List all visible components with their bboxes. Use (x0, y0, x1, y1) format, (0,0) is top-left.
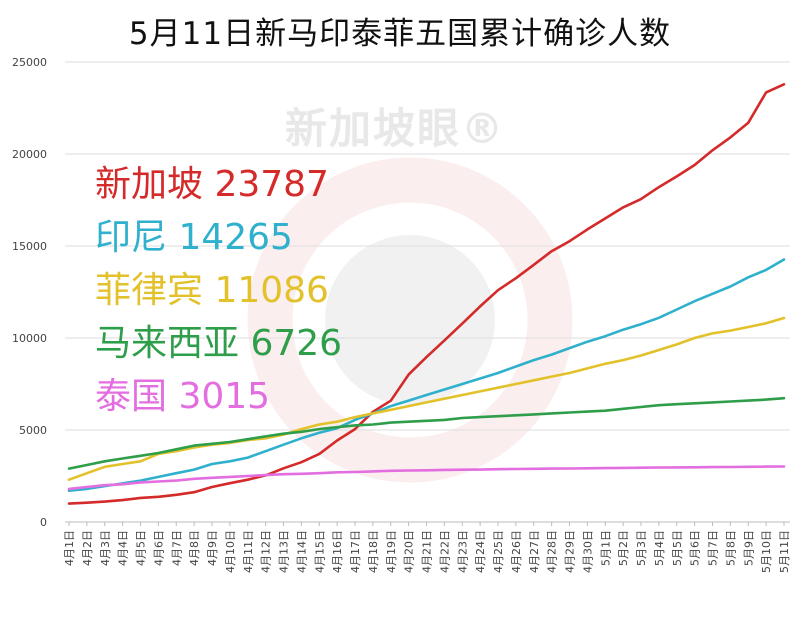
series-lines (67, 83, 786, 505)
x-tick-label: 4月26日 (510, 530, 523, 573)
x-tick-label: 5月10日 (760, 530, 773, 573)
legend-item-philippines: 菲律宾 11086 (95, 270, 329, 311)
x-tick-label: 4月4日 (117, 530, 130, 566)
x-tick-label: 5月6日 (689, 530, 702, 566)
legend-item-malaysia: 马来西亚 6726 (95, 323, 343, 364)
x-tick-label: 4月1日 (63, 530, 76, 566)
x-tick-label: 4月3日 (99, 530, 112, 566)
x-tick-label: 4月6日 (152, 530, 165, 566)
x-tick-label: 5月8日 (724, 530, 737, 566)
watermark-logo-icon (247, 157, 573, 483)
y-tick-label: 20000 (12, 148, 47, 161)
x-tick-label: 4月11日 (242, 530, 255, 573)
y-tick-label: 25000 (12, 56, 47, 69)
watermark-disc (325, 235, 495, 405)
x-tick-label: 5月7日 (707, 530, 720, 566)
x-tick-label: 4月19日 (385, 530, 398, 573)
x-tick-label: 4月13日 (278, 530, 291, 573)
chart-title: 5月11日新马印泰菲五国累计确诊人数 (128, 16, 672, 52)
x-tick-label: 5月3日 (635, 530, 648, 566)
x-tick-label: 4月27日 (528, 530, 541, 573)
x-tick-label: 5月5日 (671, 530, 684, 566)
series-line-2 (67, 258, 786, 492)
series-line-4 (67, 396, 786, 470)
x-tick-label: 4月30日 (581, 530, 594, 573)
legend-item-indonesia: 印尼 14265 (95, 217, 293, 258)
watermark-text: 新加坡眼® (285, 104, 506, 153)
y-tick-label: 15000 (12, 240, 47, 253)
x-tick-label: 5月4日 (653, 530, 666, 566)
x-tick-label: 4月7日 (170, 530, 183, 566)
y-tick-label: 0 (40, 516, 47, 529)
x-tick-label: 4月29日 (564, 530, 577, 573)
x-tick-label: 5月2日 (617, 530, 630, 566)
y-tick-label: 10000 (12, 332, 47, 345)
x-tick-label: 4月28日 (546, 530, 559, 573)
x-tick-label: 5月9日 (742, 530, 755, 566)
x-tick-label: 4月22日 (438, 530, 451, 573)
legend-item-singapore: 新加坡 23787 (95, 164, 329, 205)
legend-item-thailand: 泰国 3015 (95, 376, 271, 417)
series-line-1 (67, 83, 786, 505)
x-tick-label: 4月17日 (349, 530, 362, 573)
y-tick-label: 5000 (19, 424, 47, 437)
x-tick-label: 4月8日 (188, 530, 201, 566)
series-line-5 (67, 465, 786, 491)
x-tick-label: 4月25日 (492, 530, 505, 573)
x-tick-label: 4月21日 (421, 530, 434, 573)
series-line-3 (67, 316, 786, 481)
x-tick-label: 5月11日 (778, 530, 791, 573)
x-tick-label: 4月10日 (224, 530, 237, 573)
x-tick-label: 4月9日 (206, 530, 219, 566)
x-tick-label: 4月20日 (403, 530, 416, 573)
watermark-ring (247, 157, 573, 483)
x-tick-label: 4月18日 (367, 530, 380, 573)
x-tick-label: 4月24日 (474, 530, 487, 573)
x-tick-label: 5月1日 (599, 530, 612, 566)
x-tick-label: 4月16日 (331, 530, 344, 573)
x-tick-label: 4月2日 (81, 530, 94, 566)
x-tick-label: 4月14日 (295, 530, 308, 573)
axes: 0 5000 10000 15000 20000 25000 4月1日 4月2日 4月3日 4月4… (12, 56, 791, 573)
x-tick-label: 4月5日 (135, 530, 148, 566)
x-tick-label: 4月12日 (260, 530, 273, 573)
x-tick-label: 4月15日 (313, 530, 326, 573)
x-tick-label: 4月23日 (456, 530, 469, 573)
legend: 新加坡 23787 印尼 14265 菲律宾 11086 马来西亚 6726 泰… (95, 158, 342, 423)
